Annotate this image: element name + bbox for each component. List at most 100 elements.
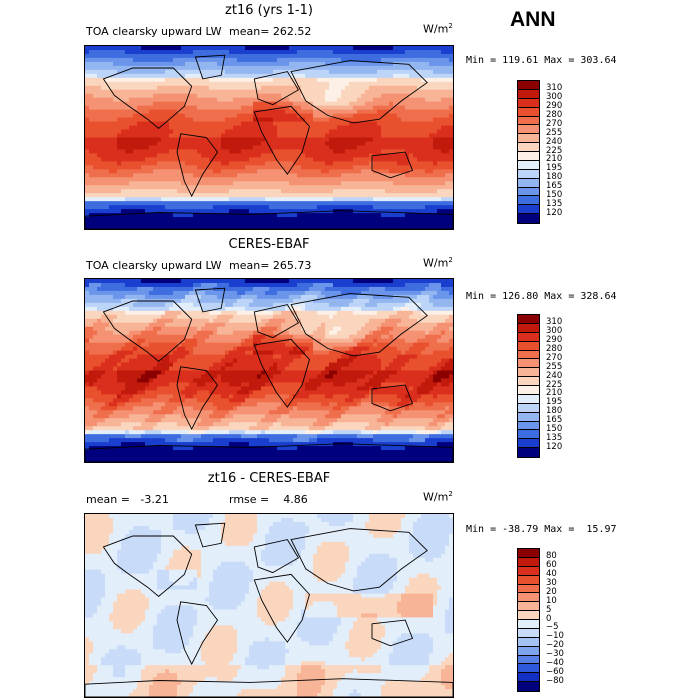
colorbar-cell [518,664,539,674]
coastline [102,535,193,597]
colorbar-cell [518,315,539,324]
panel-2-colorbar [517,314,540,458]
colorbar-cell [518,125,539,135]
coastline [85,443,453,462]
colorbar-cell [518,368,539,378]
season-label: ANN [510,8,556,31]
coastline [253,71,300,106]
panel-1-map [84,45,454,230]
colorbar-cell [518,169,539,179]
panel-1-units: W/m2 [423,22,453,36]
colorbar-tick-label: 290 [546,335,563,346]
panel-1-colorbar-ticks: 310 300 290 280 270 255 240 225 210 195 180 165 150 1… [546,80,586,224]
colorbar-tick-label: 280 [546,344,563,354]
panel-1-title: zt16 (yrs 1-1) [225,3,313,18]
colorbar-tick-label: 0 [546,613,552,624]
colorbar-cell [518,575,539,585]
colorbar-cell [518,377,539,386]
colorbar-tick-label: 300 [546,326,563,337]
colorbar-tick-label: 120 [546,441,563,452]
panel-1-mean: mean= 262.52 [229,25,312,38]
panel-2-map [84,278,454,463]
colorbar-tick-label: 290 [546,101,563,112]
colorbar-tick-label: 180 [546,406,563,417]
panel-2-colorbar-ticks: 310 300 290 280 270 255 240 225 210 195 180 165 150 1… [546,314,586,458]
panel-1-variable: TOA clearsky upward LW [86,25,222,38]
colorbar-cell [518,403,539,413]
colorbar-cell [518,350,539,360]
panel-3-colorbar-ticks: 80 60 40 30 20 10 5 0 −5 −10 −20 −30 −40 −60 −80 [546,548,586,692]
colorbar-tick-label: 195 [546,397,563,408]
colorbar-cell [518,152,539,161]
coastline [371,384,414,412]
colorbar-tick-label: 280 [546,110,563,120]
colorbar-tick-label: 165 [546,181,563,191]
colorbar-cell [518,205,539,215]
colorbar-cell [518,98,539,108]
colorbar-cell [518,143,539,152]
colorbar-tick-label: 210 [546,154,563,165]
colorbar-cell [518,620,539,629]
colorbar-cell [518,448,539,457]
colorbar-tick-label: 30 [546,578,557,588]
colorbar-cell [518,178,539,188]
colorbar-cell [518,421,539,431]
colorbar-tick-label: 150 [546,189,563,200]
colorbar-cell [518,386,539,395]
colorbar-tick-label: −80 [546,675,564,686]
panel-3-minmax: Min = -38.79 Max = 15.97 [466,524,617,535]
panel-3-units: W/m2 [423,490,453,504]
coastline [176,366,219,431]
coastline [194,522,226,548]
colorbar-cell [518,134,539,144]
colorbar-tick-label: 195 [546,163,563,174]
colorbar-tick-label: 120 [546,207,563,218]
colorbar-cell [518,637,539,647]
coastline [194,54,226,80]
panel-1-colorbar [517,80,540,224]
colorbar-tick-label: 20 [546,586,557,597]
colorbar-cell [518,187,539,197]
colorbar-cell [518,81,539,90]
coastline [371,151,414,179]
colorbar-cell [518,549,539,558]
colorbar-cell [518,584,539,594]
colorbar-cell [518,646,539,656]
colorbar-cell [518,214,539,223]
panel-3-map [84,513,454,698]
colorbar-tick-label: 255 [546,361,563,372]
colorbar-cell [518,412,539,422]
coastline [253,573,311,643]
colorbar-tick-label: −30 [546,649,564,659]
colorbar-tick-label: 225 [546,379,563,390]
coastline [102,300,193,362]
colorbar-cell [518,566,539,576]
colorbar-tick-label: −60 [546,666,564,677]
colorbar-cell [518,196,539,206]
colorbar-tick-label: −5 [546,622,559,633]
coastline [253,539,300,574]
coastline [194,287,226,313]
coastline [253,304,300,339]
colorbar-tick-label: 310 [546,317,563,328]
coastline [290,293,428,357]
colorbar-tick-label: 60 [546,560,557,571]
coastline [176,601,219,666]
panel-2-variable: TOA clearsky upward LW [86,259,222,272]
colorbar-cell [518,593,539,603]
colorbar-cell [518,557,539,567]
colorbar-cell [518,359,539,369]
panel-3-title: zt16 - CERES-EBAF [207,471,331,486]
colorbar-cell [518,430,539,440]
colorbar-cell [518,160,539,170]
coastline [253,338,311,408]
colorbar-cell [518,602,539,612]
panel-1-minmax: Min = 119.61 Max = 303.64 [466,55,617,66]
colorbar-tick-label: 240 [546,370,563,381]
panel-3-mean: mean = -3.21 [86,493,169,506]
coastline [290,60,428,124]
colorbar-cell [518,394,539,404]
colorbar-tick-label: 310 [546,83,563,94]
coastline [85,678,453,697]
colorbar-tick-label: 270 [546,352,563,363]
